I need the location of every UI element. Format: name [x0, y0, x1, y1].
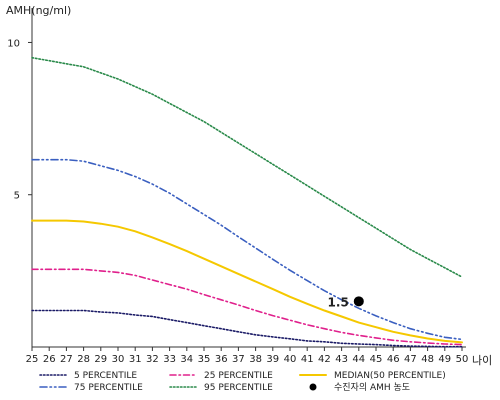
series-line-0 [31, 309, 463, 348]
x-tick-label: 31 [129, 354, 142, 365]
y-axis-label: AMH(ng/ml) [6, 4, 71, 17]
axes: AMH(ng/ml) 나이 5 10 25 26 27 28 29 30 31 32 33 34 35 36 3… [6, 4, 492, 367]
x-tick-label: 38 [249, 354, 262, 365]
x-tick-label: 50 [456, 354, 469, 365]
x-tick-label: 40 [284, 354, 297, 365]
x-tick-label: 36 [215, 354, 228, 365]
x-tick-label: 37 [232, 354, 245, 365]
patient-amh-marker [353, 296, 364, 307]
x-tick-label: 25 [26, 354, 39, 365]
x-tick-label: 47 [404, 354, 417, 365]
marker-layer: 1.5 [328, 295, 364, 309]
legend-label-1: 25 PERCENTILE [204, 371, 273, 381]
x-tick-label: 42 [318, 354, 331, 365]
x-tick-label: 39 [266, 354, 279, 365]
series-line-1 [31, 268, 463, 346]
x-tick-label: 41 [301, 354, 314, 365]
x-tick-label: 30 [112, 354, 125, 365]
x-tick-label: 48 [421, 354, 434, 365]
series-layer [31, 56, 463, 348]
y-tick-label: 10 [7, 38, 20, 49]
x-tick-label: 49 [438, 354, 451, 365]
series-line-2 [31, 219, 463, 344]
x-tick-label: 26 [43, 354, 56, 365]
x-tick-label: 44 [352, 354, 365, 365]
legend-marker-swatch [309, 383, 317, 391]
x-tick-label: 27 [60, 354, 73, 365]
legend-label-2: MEDIAN(50 PERCENTILE) [334, 371, 446, 381]
series-line-3 [31, 158, 463, 341]
x-tick-label: 46 [387, 354, 400, 365]
patient-amh-label: 1.5 [328, 295, 349, 309]
legend-label-4: 95 PERCENTILE [204, 383, 273, 393]
y-tick-label: 5 [14, 191, 20, 202]
legend-label-0: 5 PERCENTILE [74, 371, 137, 381]
x-tick-label: 33 [163, 354, 176, 365]
x-tick-label: 45 [370, 354, 383, 365]
x-tick-label: 43 [335, 354, 348, 365]
x-tick-label: 28 [77, 354, 90, 365]
legend-marker-label: 수진자의 AMH 농도 [334, 382, 410, 393]
x-tick-label: 29 [94, 354, 107, 365]
x-tick-label: 34 [180, 354, 193, 365]
x-tick-label: 32 [146, 354, 159, 365]
legend: 5 PERCENTILE 25 PERCENTILE MEDIAN(50 PERCE… [39, 371, 446, 393]
x-axis-label: 나이 [472, 354, 492, 367]
series-line-4 [31, 56, 463, 278]
legend-label-3: 75 PERCENTILE [74, 383, 143, 393]
x-tick-label: 35 [198, 354, 211, 365]
